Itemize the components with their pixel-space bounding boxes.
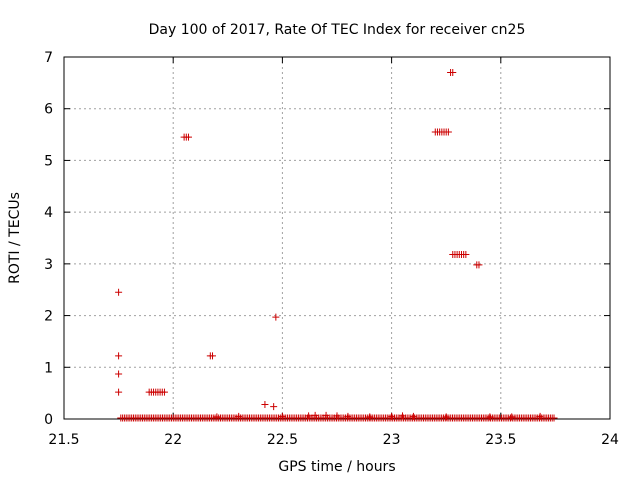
data-point <box>442 413 450 421</box>
data-point <box>311 411 319 419</box>
data-point <box>366 413 374 421</box>
y-tick-label: 2 <box>44 309 53 325</box>
data-point <box>322 411 330 419</box>
data-point <box>388 412 396 420</box>
x-tick-label: 24 <box>601 432 619 448</box>
x-tick-label: 21.5 <box>48 432 79 448</box>
y-tick-label: 6 <box>44 102 53 118</box>
data-point <box>536 412 544 420</box>
y-axis-label: ROTI / TECUs <box>7 192 23 284</box>
y-tick-label: 7 <box>44 50 53 66</box>
x-tick-label: 23.5 <box>485 432 516 448</box>
x-tick-label: 22.5 <box>267 432 298 448</box>
x-tick-label: 22 <box>164 432 182 448</box>
data-point <box>115 288 123 296</box>
data-point <box>444 128 452 136</box>
data-point <box>409 412 417 420</box>
data-point <box>272 313 280 321</box>
data-point <box>278 412 286 420</box>
x-tick-label: 23 <box>383 432 401 448</box>
data-point <box>399 412 407 420</box>
data-point <box>475 261 483 269</box>
plot-frame <box>63 56 611 420</box>
grid-lines <box>64 57 610 419</box>
data-point <box>486 413 494 421</box>
data-point <box>508 413 516 421</box>
y-tick-label: 4 <box>44 205 53 221</box>
data-point <box>213 413 221 421</box>
data-point <box>270 403 278 411</box>
data-point <box>550 414 558 422</box>
data-point <box>305 412 313 420</box>
data-point <box>160 388 168 396</box>
data-point <box>184 133 192 141</box>
data-point <box>209 352 217 360</box>
data-point <box>115 388 123 396</box>
data-point <box>115 370 123 378</box>
y-tick-label: 1 <box>44 360 53 376</box>
y-tick-label: 5 <box>44 153 53 169</box>
data-point <box>333 412 341 420</box>
data-point <box>344 412 352 420</box>
y-tick-label: 3 <box>44 257 53 273</box>
data-point <box>235 412 243 420</box>
data-point <box>115 352 123 360</box>
data-point <box>261 401 269 409</box>
data-points <box>115 69 558 422</box>
x-axis-label: GPS time / hours <box>278 459 395 475</box>
chart-title: Day 100 of 2017, Rate Of TEC Index for r… <box>149 22 526 38</box>
data-point <box>449 69 457 77</box>
y-tick-label: 0 <box>44 412 53 428</box>
data-point <box>462 251 470 259</box>
